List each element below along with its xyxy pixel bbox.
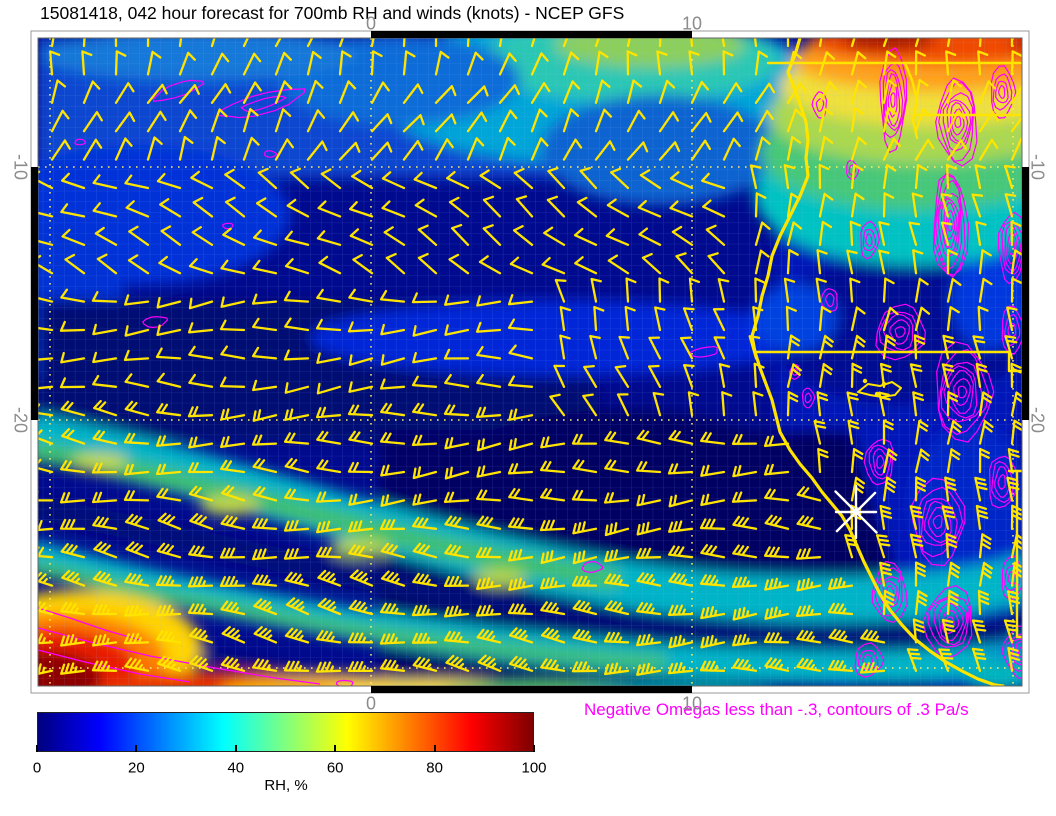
location-star-marker — [834, 484, 878, 540]
country-border — [1015, 469, 1022, 639]
model-grid-mesh — [38, 38, 1022, 686]
omega-contours — [38, 46, 1022, 686]
frame-black-segments — [31, 31, 1029, 693]
coastline — [750, 38, 1005, 686]
country-border — [753, 350, 1022, 373]
etosha-pan-outline — [857, 381, 902, 398]
coastline-borders — [750, 38, 1022, 686]
wind-barbs — [38, 38, 1022, 676]
